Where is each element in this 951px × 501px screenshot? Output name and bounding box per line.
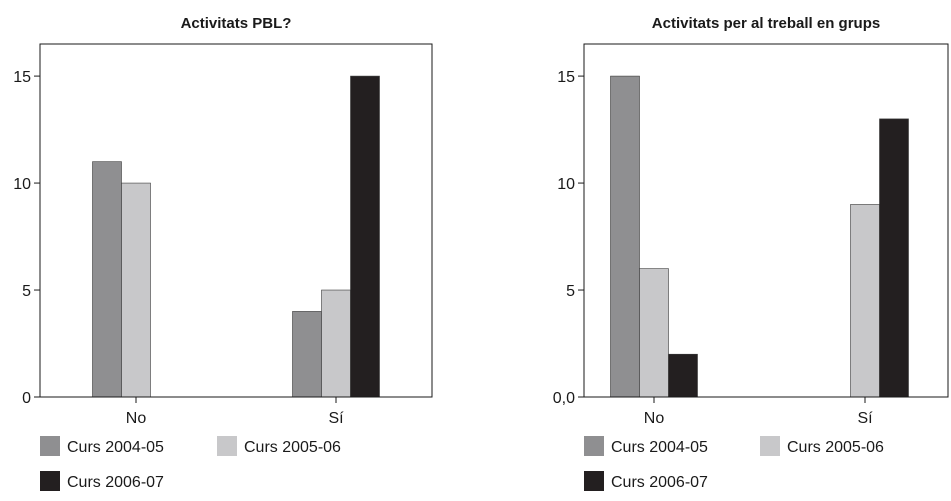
y-tick-label: 0,0	[553, 390, 575, 407]
legend-swatch	[584, 471, 604, 491]
legend-label: Curs 2004-05	[611, 439, 708, 456]
y-tick-label: 5	[22, 283, 31, 300]
bar-sí-2	[321, 289, 351, 398]
y-tick-label: 10	[557, 176, 575, 193]
y-tick-label: 10	[13, 176, 31, 193]
legend-swatch	[40, 471, 60, 491]
chart-title: Activitats per al treball en grups	[652, 15, 880, 32]
legend-item: Curs 2006-07	[40, 471, 164, 491]
bar-no-2	[121, 182, 151, 398]
legend: Curs 2004-05 Curs 2005-06 Curs 2006-07	[40, 436, 341, 491]
y-tick-label: 5	[566, 283, 575, 300]
bar-sí-3	[879, 118, 909, 398]
bar-sí-2	[850, 204, 880, 398]
legend-label: Curs 2005-06	[244, 439, 341, 456]
legend-label: Curs 2006-07	[611, 474, 708, 491]
bar-no-1	[92, 161, 122, 398]
legend-swatch	[40, 436, 60, 456]
legend-item: Curs 2005-06	[217, 436, 341, 456]
bar-no-1	[610, 75, 640, 398]
legend-swatch	[217, 436, 237, 456]
bar-no-3	[668, 353, 698, 398]
x-tick-label: No	[644, 410, 665, 427]
y-tick-label: 15	[557, 69, 575, 86]
chart-title: Activitats PBL?	[181, 15, 292, 32]
x-tick-label: Sí	[328, 410, 344, 427]
legend-label: Curs 2006-07	[67, 474, 164, 491]
legend: Curs 2004-05 Curs 2005-06 Curs 2006-07	[584, 436, 884, 491]
plot-frame	[583, 43, 949, 398]
legend-label: Curs 2005-06	[787, 439, 884, 456]
chart-panel-2: Activitats per al treball en grups 0,0 5 10…	[553, 15, 949, 491]
bar-no-2	[639, 268, 669, 398]
legend-swatch	[584, 436, 604, 456]
bar-sí-3	[350, 75, 380, 398]
legend-item: Curs 2006-07	[584, 471, 708, 491]
bar-sí-1	[292, 311, 322, 398]
x-tick-label: Sí	[857, 410, 873, 427]
x-tick-label: No	[126, 410, 147, 427]
legend-item: Curs 2004-05	[584, 436, 708, 456]
legend-item: Curs 2004-05	[40, 436, 164, 456]
legend-swatch	[760, 436, 780, 456]
plot-frame	[39, 43, 433, 398]
y-tick-label: 0	[22, 390, 31, 407]
y-tick-label: 15	[13, 69, 31, 86]
legend-item: Curs 2005-06	[760, 436, 884, 456]
legend-label: Curs 2004-05	[67, 439, 164, 456]
